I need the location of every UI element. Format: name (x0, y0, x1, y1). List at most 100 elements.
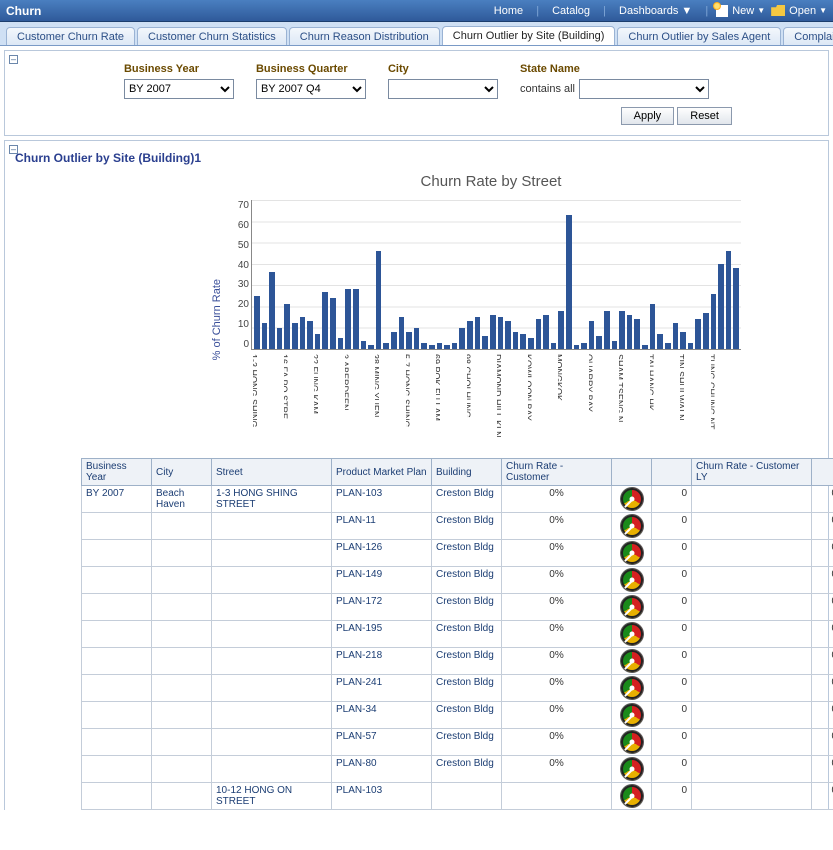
chart-bar[interactable] (376, 251, 382, 349)
cell-plan[interactable]: PLAN-195 (332, 621, 432, 648)
chart-bar[interactable] (665, 343, 671, 349)
chart-bar[interactable] (391, 332, 397, 349)
column-header[interactable]: Churn Rate - Customer LY (692, 459, 812, 486)
chart-bar[interactable] (254, 296, 260, 349)
new-menu-button[interactable]: New ▼ (716, 5, 765, 17)
tab-churn-outlier-by-sales-agent[interactable]: Churn Outlier by Sales Agent (617, 27, 781, 46)
chart-bar[interactable] (566, 215, 572, 349)
column-header[interactable]: Street (212, 459, 332, 486)
chart-bar[interactable] (284, 304, 290, 349)
chart-bar[interactable] (322, 292, 328, 349)
chart-bar[interactable] (657, 334, 663, 349)
tab-customer-churn-rate[interactable]: Customer Churn Rate (6, 27, 135, 46)
column-header[interactable] (612, 459, 652, 486)
column-header[interactable]: City (152, 459, 212, 486)
open-menu-button[interactable]: Open ▼ (771, 5, 827, 17)
chart-bar[interactable] (399, 317, 405, 349)
cell-plan[interactable]: PLAN-218 (332, 648, 432, 675)
nav-catalog[interactable]: Catalog (552, 5, 590, 17)
chart-bar[interactable] (558, 311, 564, 349)
chart-bar[interactable] (596, 336, 602, 349)
nav-dashboards[interactable]: Dashboards ▼ (619, 5, 695, 17)
apply-button[interactable]: Apply (621, 107, 675, 125)
chart-bar[interactable] (421, 343, 427, 349)
tab-churn-reason-distribution[interactable]: Churn Reason Distribution (289, 27, 440, 46)
chart-bar[interactable] (292, 323, 298, 349)
cell-building[interactable] (432, 783, 502, 810)
chart-bar[interactable] (520, 334, 526, 349)
cell-plan[interactable]: PLAN-241 (332, 675, 432, 702)
reset-button[interactable]: Reset (677, 107, 732, 125)
cell-plan[interactable]: PLAN-34 (332, 702, 432, 729)
chart-bar[interactable] (300, 317, 306, 349)
cell-building[interactable]: Creston Bldg (432, 513, 502, 540)
chart-bar[interactable] (574, 345, 580, 349)
chart-bar[interactable] (452, 343, 458, 349)
chart-bar[interactable] (330, 298, 336, 349)
cell-building[interactable]: Creston Bldg (432, 648, 502, 675)
chart-bar[interactable] (269, 272, 275, 349)
cell-building[interactable]: Creston Bldg (432, 540, 502, 567)
cell-plan[interactable]: PLAN-11 (332, 513, 432, 540)
chart-bar[interactable] (490, 315, 496, 349)
chart-bar[interactable] (429, 345, 435, 349)
column-header[interactable] (812, 459, 833, 486)
chart-bar[interactable] (718, 264, 724, 349)
chart-bar[interactable] (733, 268, 739, 349)
cell-building[interactable]: Creston Bldg (432, 729, 502, 756)
chart-bar[interactable] (528, 338, 534, 349)
chart-bar[interactable] (277, 328, 283, 349)
column-header[interactable] (652, 459, 692, 486)
chart-bar[interactable] (414, 328, 420, 349)
chart-bar[interactable] (505, 321, 511, 349)
chart-bar[interactable] (650, 304, 656, 349)
chart-bar[interactable] (353, 289, 359, 349)
chart-bar[interactable] (368, 345, 374, 349)
chart-bar[interactable] (695, 319, 701, 349)
cell-plan[interactable]: PLAN-103 (332, 783, 432, 810)
cell-building[interactable]: Creston Bldg (432, 594, 502, 621)
chart-bar[interactable] (467, 321, 473, 349)
chart-bar[interactable] (361, 341, 367, 350)
cell-building[interactable]: Creston Bldg (432, 675, 502, 702)
chart-bar[interactable] (345, 289, 351, 349)
chart-bar[interactable] (551, 343, 557, 349)
cell-building[interactable]: Creston Bldg (432, 486, 502, 513)
city-select[interactable] (388, 79, 498, 99)
chart-bar[interactable] (673, 323, 679, 349)
state-name-select[interactable] (579, 79, 709, 99)
chart-bar[interactable] (589, 321, 595, 349)
business-year-select[interactable]: BY 2007 (124, 79, 234, 99)
cell-building[interactable]: Creston Bldg (432, 756, 502, 783)
cell-plan[interactable]: PLAN-57 (332, 729, 432, 756)
chart-bar[interactable] (383, 343, 389, 349)
chart-bar[interactable] (627, 315, 633, 349)
collapse-toggle[interactable]: – (9, 55, 18, 64)
tab-customer-churn-statistics[interactable]: Customer Churn Statistics (137, 27, 287, 46)
nav-home[interactable]: Home (494, 5, 523, 17)
chart-bar[interactable] (444, 345, 450, 349)
cell-plan[interactable]: PLAN-80 (332, 756, 432, 783)
chart-bar[interactable] (262, 323, 268, 349)
chart-bar[interactable] (307, 321, 313, 349)
chart-bar[interactable] (498, 317, 504, 349)
chart-bar[interactable] (688, 343, 694, 349)
column-header[interactable]: Churn Rate - Customer (502, 459, 612, 486)
chart-bar[interactable] (612, 341, 618, 350)
chart-bar[interactable] (726, 251, 732, 349)
chart-bar[interactable] (703, 313, 709, 349)
chart-bar[interactable] (711, 294, 717, 349)
column-header[interactable]: Building (432, 459, 502, 486)
cell-building[interactable]: Creston Bldg (432, 621, 502, 648)
chart-bar[interactable] (406, 332, 412, 349)
chart-bar[interactable] (619, 311, 625, 349)
chart-bar[interactable] (543, 315, 549, 349)
column-header[interactable]: Business Year (82, 459, 152, 486)
chart-bar[interactable] (536, 319, 542, 349)
tab-complain-rate-outlier-by-busines[interactable]: Complain Rate Outlier by Busines (783, 27, 833, 46)
column-header[interactable]: Product Market Plan (332, 459, 432, 486)
cell-plan[interactable]: PLAN-103 (332, 486, 432, 513)
chart-bar[interactable] (642, 345, 648, 349)
chart-bar[interactable] (634, 319, 640, 349)
chart-bar[interactable] (315, 334, 321, 349)
